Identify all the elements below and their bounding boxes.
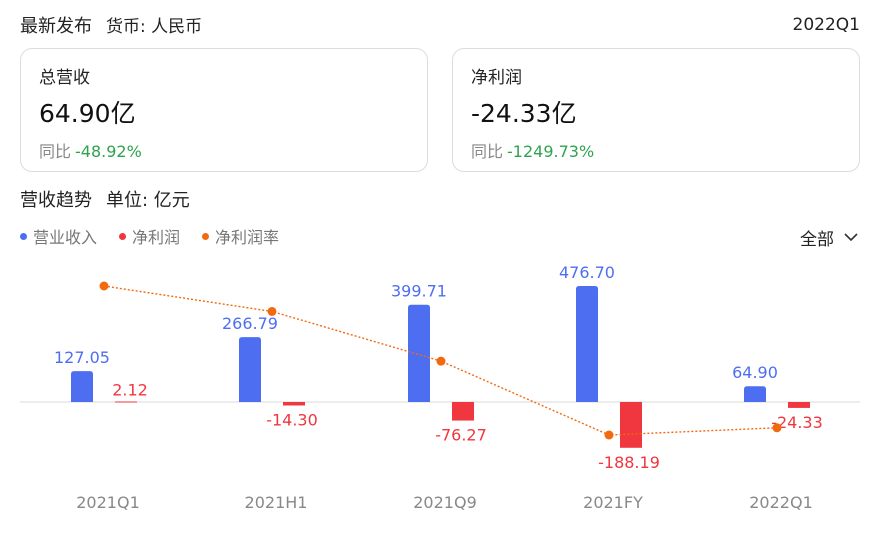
- revenue-bar: [408, 304, 430, 402]
- x-axis-tick-label: 2021H1: [245, 493, 308, 512]
- revenue-value: 64.90亿: [39, 99, 136, 128]
- legend-item-net-profit[interactable]: 净利润: [119, 224, 180, 248]
- revenue-card: 总营收 64.90亿 同比 -48.92%: [20, 48, 428, 172]
- net-margin-point: [772, 423, 782, 433]
- x-axis-tick-label: 2021FY: [583, 493, 643, 512]
- net-profit-value-label: -188.19: [598, 453, 660, 472]
- net-profit-value: -24.33亿: [471, 99, 577, 128]
- revenue-trend-chart: 127.052.12 2021Q1 266.79 -14.30 2021H1 399.71…: [20, 263, 860, 512]
- net-profit-bar: [620, 402, 642, 448]
- legend-dot-net-margin: [202, 232, 210, 240]
- x-axis-tick-label: 2021Q9: [413, 493, 477, 512]
- revenue-bar: [576, 286, 598, 402]
- net-profit-card: 净利润 -24.33亿 同比 -1249.73%: [452, 48, 860, 172]
- legend-item-revenue[interactable]: 营业收入: [20, 224, 97, 248]
- revenue-bar: [71, 371, 93, 402]
- header-left: 最新发布 货币: 人民币: [20, 12, 202, 38]
- section-unit: 单位: 亿元: [106, 190, 190, 211]
- net-profit-bar: [452, 402, 474, 421]
- revenue-value-label: 476.70: [559, 263, 615, 282]
- legend-label-net-margin: 净利润率: [215, 228, 280, 247]
- header-bar: 最新发布 货币: 人民币 2022Q1: [20, 12, 860, 38]
- revenue-yoy-label: 同比: [39, 142, 72, 161]
- net-profit-value-label: -24.33: [771, 413, 823, 432]
- revenue-yoy-value: -48.92%: [75, 142, 142, 161]
- revenue-value-label: 127.05: [54, 348, 110, 367]
- net-profit-yoy-label: 同比: [471, 142, 504, 161]
- revenue-yoy: 同比 -48.92%: [39, 138, 409, 162]
- legend-label-revenue: 营业收入: [33, 228, 98, 247]
- legend-dot-net-profit: [119, 232, 127, 240]
- legend-dot-revenue: [20, 232, 27, 240]
- net-profit-value-label: 2.12: [112, 380, 148, 399]
- net-margin-point: [267, 306, 277, 316]
- revenue-value-label: 399.71: [391, 282, 447, 301]
- revenue-value-label: 266.79: [222, 314, 278, 333]
- revenue-bar: [239, 337, 261, 402]
- revenue-label: 总营收: [39, 68, 90, 88]
- section-title: 营收趋势 单位: 亿元: [20, 186, 190, 212]
- report-period: 2022Q1: [792, 15, 860, 35]
- net-profit-yoy: 同比 -1249.73%: [471, 138, 841, 162]
- net-profit-yoy-value: -1249.73%: [507, 142, 595, 161]
- net-profit-bar: [115, 401, 137, 403]
- legend-label-net-profit: 净利润: [132, 228, 181, 247]
- net-margin-line: [103, 285, 778, 436]
- x-axis-tick-label: 2022Q1: [749, 493, 813, 512]
- legend-item-net-margin[interactable]: 净利润率: [202, 224, 279, 248]
- net-margin-point: [99, 281, 109, 291]
- section-title-text: 营收趋势: [20, 190, 92, 211]
- x-axis-tick-label: 2021Q1: [76, 493, 140, 512]
- net-profit-value-label: -76.27: [435, 426, 487, 445]
- range-filter-dropdown[interactable]: 全部: [800, 225, 858, 250]
- revenue-value-label: 64.90: [732, 363, 778, 382]
- chart-legend: 营业收入 净利润 净利润率: [20, 224, 279, 248]
- net-profit-bar: [788, 402, 810, 408]
- chevron-down-icon: [844, 233, 858, 242]
- range-filter-label: 全部: [800, 230, 834, 250]
- currency-label: 货币: 人民币: [106, 17, 203, 37]
- revenue-bar: [744, 386, 766, 402]
- net-profit-value-label: -14.30: [266, 410, 318, 429]
- net-profit-label: 净利润: [471, 68, 522, 88]
- net-margin-point: [436, 356, 446, 366]
- header-title: 最新发布: [20, 16, 92, 37]
- net-profit-bar: [283, 402, 305, 406]
- net-margin-point: [604, 430, 614, 440]
